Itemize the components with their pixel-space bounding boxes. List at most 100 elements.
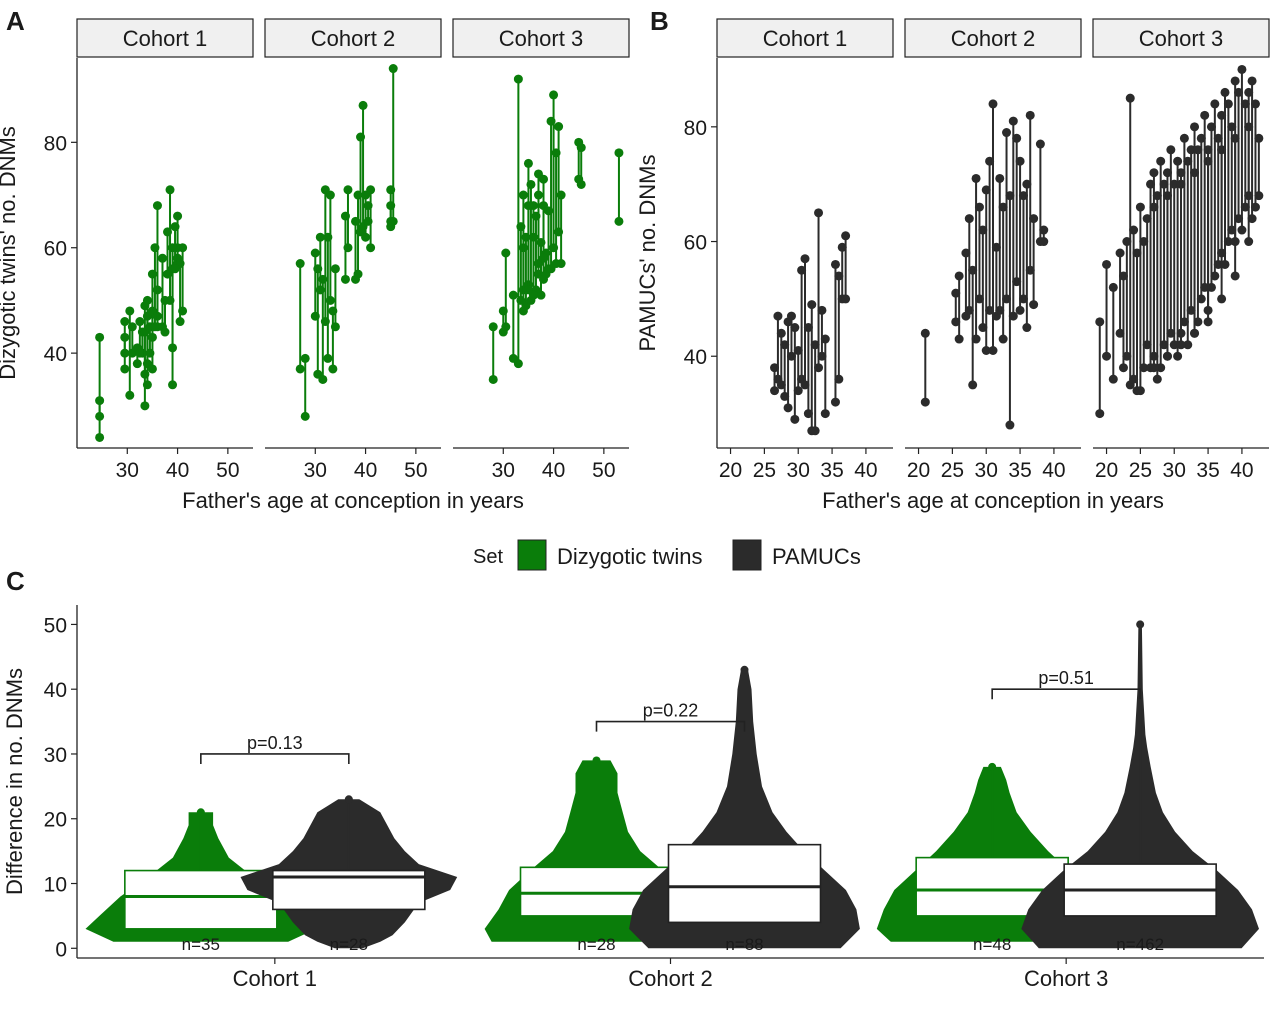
pair (1220, 87, 1230, 269)
data-point (810, 340, 820, 350)
facet-3: Cohort 3 20 25 30 35 40 (1092, 18, 1270, 482)
data-point (170, 222, 180, 232)
data-point (1237, 64, 1247, 74)
data-point (817, 305, 827, 315)
pair (95, 396, 105, 421)
data-point (518, 243, 528, 253)
facet-strip-label: Cohort 1 (123, 26, 207, 51)
data-point (814, 363, 824, 373)
max-point (344, 795, 353, 804)
y-tick-label: 40 (44, 679, 67, 702)
data-point (1012, 133, 1022, 143)
data-point (516, 222, 526, 232)
y-axis-label: Dizygotic twins' no. DNMs (0, 126, 20, 380)
data-point (1169, 340, 1179, 350)
data-point (1206, 282, 1216, 292)
data-point (1254, 133, 1264, 143)
data-point (1022, 179, 1032, 189)
data-point (1213, 259, 1223, 269)
pair (549, 90, 559, 253)
data-point (152, 285, 162, 295)
x-tick-label: 25 (753, 459, 776, 482)
data-point (1108, 282, 1118, 292)
x-tick-label: 40 (354, 459, 377, 482)
data-point (147, 332, 157, 342)
data-point (964, 305, 974, 315)
data-point (786, 311, 796, 321)
data-point (330, 264, 340, 274)
data-point (152, 201, 162, 211)
data-point (837, 242, 847, 252)
x-tick-label: 20 (1095, 459, 1118, 482)
data-point (1002, 294, 1012, 304)
data-point (981, 185, 991, 195)
pair (834, 271, 844, 384)
data-point (325, 295, 335, 305)
pair (1206, 122, 1216, 292)
panel-letter-a: A (6, 6, 25, 36)
data-point (1008, 116, 1018, 126)
pair (1234, 87, 1244, 224)
data-point (1015, 305, 1025, 315)
x-tick-label: 40 (166, 459, 189, 482)
data-point (120, 332, 130, 342)
data-point (1012, 277, 1022, 287)
data-point (1227, 225, 1237, 235)
data-point (803, 409, 813, 419)
pair (964, 214, 974, 315)
pair (968, 265, 978, 390)
data-point (513, 359, 523, 369)
data-point (518, 306, 528, 316)
data-point (528, 290, 538, 300)
data-point (1102, 259, 1112, 269)
x-tick-label: Cohort 2 (628, 966, 712, 991)
data-point (1220, 259, 1230, 269)
data-point (340, 274, 350, 284)
data-point (1095, 409, 1105, 419)
pair (178, 243, 188, 316)
pair (974, 202, 984, 304)
pair (1018, 191, 1028, 304)
data-point (1169, 179, 1179, 189)
data-point (366, 185, 376, 195)
data-point (157, 253, 167, 263)
max-point (1136, 620, 1145, 629)
data-point (820, 334, 830, 344)
pair (1118, 271, 1128, 373)
data-point (508, 290, 518, 300)
data-point (165, 185, 175, 195)
data-point (1220, 87, 1230, 97)
y-tick-label: 40 (684, 346, 707, 369)
data-point (1008, 311, 1018, 321)
data-point (1230, 271, 1240, 281)
pair (841, 231, 851, 304)
data-point (1203, 156, 1213, 166)
y-tick-label: 20 (44, 809, 67, 832)
pair (366, 185, 376, 253)
pair (1159, 179, 1169, 350)
data-point (820, 409, 830, 419)
data-point (1159, 179, 1169, 189)
pair (1025, 110, 1035, 275)
data-point (300, 353, 310, 363)
data-point (147, 364, 157, 374)
data-point (800, 254, 810, 264)
data-point (95, 332, 105, 342)
data-point (366, 243, 376, 253)
data-point (810, 426, 820, 436)
max-point (196, 808, 205, 817)
data-point (488, 374, 498, 384)
data-point (142, 295, 152, 305)
data-point (1200, 282, 1210, 292)
legend-label-pamucs: PAMUCs (772, 544, 861, 569)
data-point (1186, 145, 1196, 155)
data-point (295, 364, 305, 374)
y-tick-label: 80 (684, 117, 707, 140)
facet-strip (452, 18, 630, 58)
data-point (1005, 420, 1015, 430)
pair (978, 225, 988, 333)
x-tick-label: Cohort 1 (233, 966, 317, 991)
legend-swatch-pamucs (732, 539, 762, 571)
cohort-group-3: Cohort 3 n=48 n=462 p=0.51 (876, 620, 1259, 991)
data-point (1139, 363, 1149, 373)
